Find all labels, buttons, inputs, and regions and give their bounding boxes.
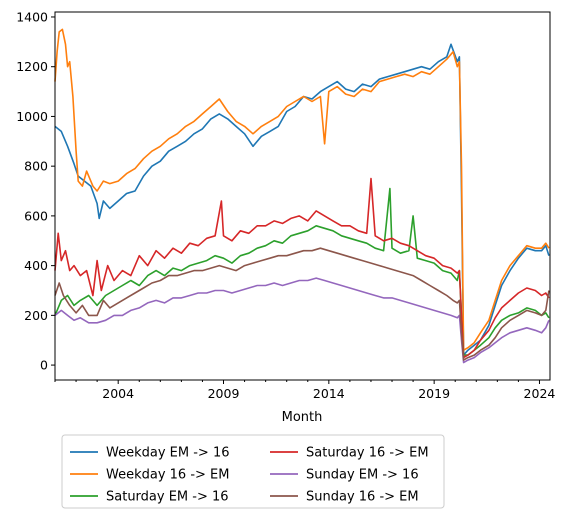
legend-label: Saturday EM -> 16 [106,490,229,505]
y-tick-label: 400 [24,258,48,273]
x-tick-label: 2014 [313,386,345,401]
y-tick-label: 800 [24,159,48,174]
y-tick-label: 1400 [16,9,48,24]
series-line-4 [54,177,550,359]
series-line-1 [54,43,550,356]
y-tick-label: 200 [24,308,48,323]
y-axis: 0 200 400 600 800 1000 1200 1400 [16,9,55,373]
x-axis-title: Month [282,410,323,425]
y-tick-label: 600 [24,208,48,223]
x-axis: 2004 2009 2014 2019 2024 [54,380,556,401]
legend-box [61,434,445,509]
legend-label: Saturday 16 -> EM [306,446,429,461]
x-tick-label: 2009 [208,386,240,401]
series-line-5 [54,277,550,364]
x-tick-label: 2019 [418,386,450,401]
legend-label: Sunday 16 -> EM [306,490,419,505]
legend-label: Sunday EM -> 16 [306,468,419,483]
series-line-2 [54,28,550,351]
legend: Weekday EM -> 16 Weekday 16 -> EM Saturday… [61,434,445,509]
series-line-6 [54,247,550,361]
plot-frame [54,11,551,381]
series-layer [54,28,550,364]
x-tick-label: 2024 [524,386,556,401]
y-tick-label: 0 [40,358,48,373]
x-tick-label: 2004 [102,386,134,401]
series-line-3 [54,187,550,356]
legend-label: Weekday EM -> 16 [106,446,229,461]
y-tick-label: 1200 [16,59,48,74]
legend-label: Weekday 16 -> EM [106,468,229,483]
y-tick-label: 1000 [16,109,48,124]
